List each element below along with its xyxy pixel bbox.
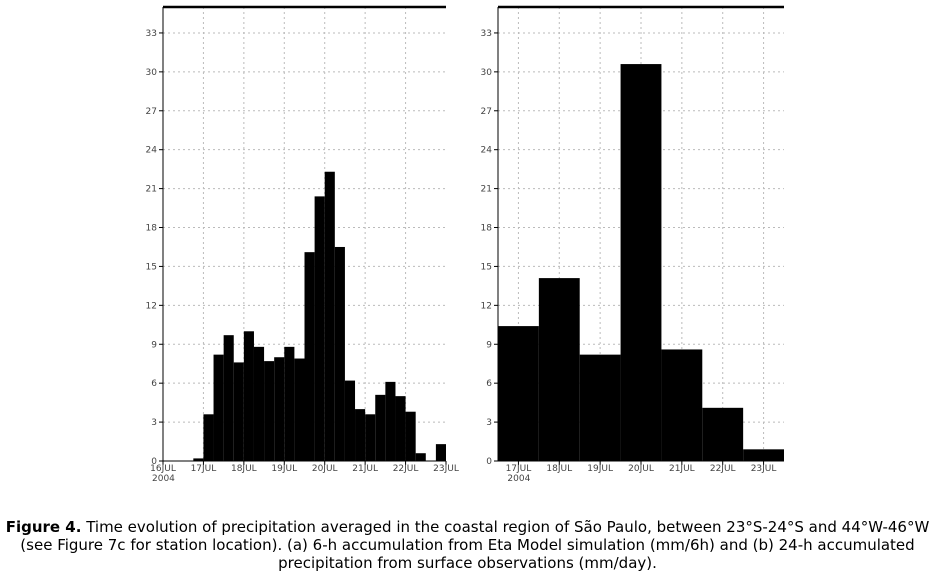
x-tick-label: 23JUL (751, 464, 777, 474)
bar (355, 409, 366, 461)
y-tick-label: 24 (146, 146, 158, 156)
y-tick-label: 12 (481, 301, 492, 311)
y-tick-label: 18 (146, 224, 158, 234)
y-tick-label: 27 (481, 107, 492, 117)
x-tick-year-label: 2004 (152, 474, 175, 484)
y-tick-label: 12 (146, 301, 157, 311)
y-tick-label: 33 (146, 29, 157, 39)
y-tick-label: 9 (486, 340, 492, 350)
x-tick-label: 21JUL (352, 464, 378, 474)
x-tick-label: 18JUL (546, 464, 572, 474)
bar (415, 453, 426, 461)
x-tick-label: 17JUL (191, 464, 217, 474)
y-tick-label: 0 (151, 457, 157, 467)
bar (385, 381, 396, 461)
bar (304, 252, 315, 461)
x-tick-label: 19JUL (271, 464, 297, 474)
bar (243, 331, 254, 461)
bar (743, 449, 784, 461)
x-tick-label: 16JUL (150, 464, 176, 474)
x-tick-label: 22JUL (710, 464, 736, 474)
bar (284, 346, 295, 461)
y-tick-label: 33 (481, 29, 492, 39)
x-tick-label: 18JUL (231, 464, 257, 474)
x-tick-label: 23JUL (433, 464, 459, 474)
bar (375, 394, 386, 461)
bar (203, 414, 214, 461)
bar (324, 171, 335, 462)
y-tick-label: 24 (481, 146, 493, 156)
x-tick-year-label: 2004 (507, 474, 530, 484)
bar (274, 357, 285, 461)
bar (213, 354, 224, 461)
bar (538, 278, 580, 461)
y-tick-label: 6 (486, 379, 492, 389)
x-tick-label: 17JUL (506, 464, 532, 474)
y-tick-label: 18 (481, 224, 493, 234)
bar (405, 411, 416, 461)
y-tick-label: 3 (486, 418, 492, 428)
bar (223, 335, 234, 461)
bar (253, 346, 265, 461)
bar (435, 444, 446, 461)
bar (264, 361, 275, 461)
y-tick-label: 30 (146, 68, 158, 78)
bar (579, 354, 621, 461)
bar (661, 349, 703, 461)
x-tick-label: 21JUL (669, 464, 695, 474)
caption-text: Time evolution of precipitation averaged… (20, 518, 930, 572)
x-tick-label: 22JUL (393, 464, 419, 474)
y-tick-label: 27 (146, 107, 157, 117)
bar (314, 196, 325, 461)
y-tick-label: 30 (481, 68, 493, 78)
bar (294, 358, 305, 461)
bar (702, 407, 744, 461)
y-tick-label: 3 (151, 418, 157, 428)
y-tick-label: 21 (146, 185, 157, 195)
figure-caption: Figure 4. Time evolution of precipitatio… (2, 518, 933, 572)
x-tick-label: 19JUL (587, 464, 613, 474)
bar (498, 326, 539, 461)
y-tick-label: 9 (151, 340, 157, 350)
y-tick-label: 6 (151, 379, 157, 389)
bar (365, 414, 376, 461)
y-tick-label: 15 (481, 262, 492, 272)
x-tick-label: 20JUL (312, 464, 338, 474)
bar (193, 458, 204, 461)
y-tick-label: 21 (481, 185, 492, 195)
y-tick-label: 0 (486, 457, 492, 467)
caption-lead: Figure 4. (5, 518, 82, 536)
bar (344, 380, 356, 461)
y-tick-label: 15 (146, 262, 157, 272)
bar (233, 362, 244, 461)
bar (395, 396, 406, 461)
x-tick-label: 20JUL (628, 464, 654, 474)
bar (334, 246, 345, 461)
bar (620, 64, 662, 462)
